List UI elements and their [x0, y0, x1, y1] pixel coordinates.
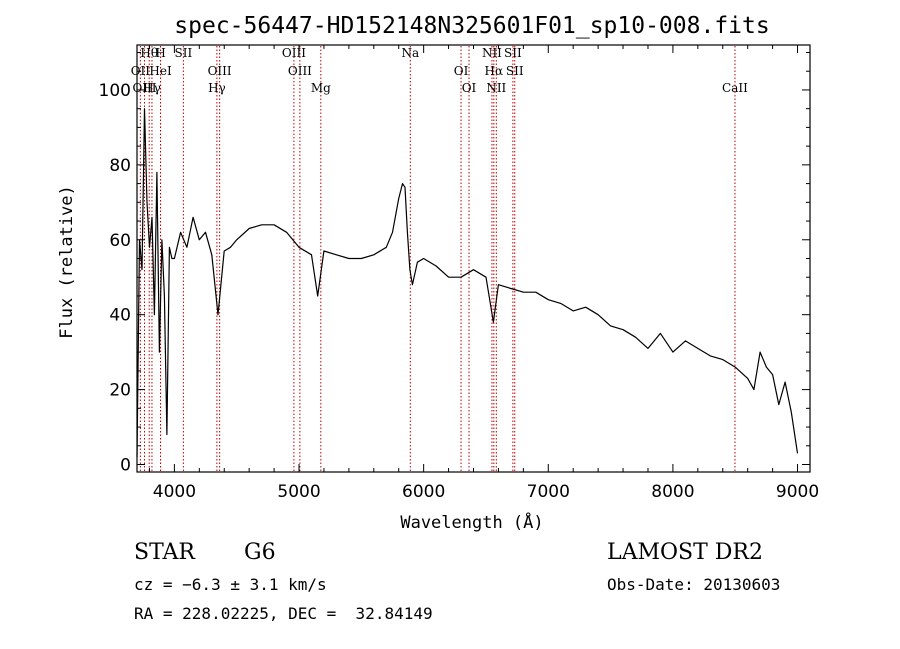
emission-line-label: Hθ	[140, 46, 158, 60]
x-tick-label: 4000	[153, 482, 196, 502]
x-tick-label: 5000	[277, 482, 320, 502]
y-tick-label: 0	[120, 456, 131, 476]
x-tick-label: 8000	[651, 482, 694, 502]
emission-line-label: NII	[482, 46, 502, 60]
emission-line-label: OIII	[208, 64, 232, 78]
emission-line-label: OIII	[132, 81, 156, 95]
y-tick-label: 80	[109, 156, 131, 176]
emission-line-label: SII	[506, 64, 524, 78]
emission-line-label: CaII	[722, 81, 748, 95]
object-class: STAR	[134, 540, 195, 565]
emission-line-label: HeI	[149, 64, 172, 78]
x-axis-label: Wavelength (Å)	[400, 511, 543, 533]
x-tick-label: 6000	[402, 482, 445, 502]
emission-line-label: Hγ	[143, 81, 161, 95]
flux-series-line	[136, 108, 799, 458]
y-axis-ticks: 0 20 40 60 80 100	[99, 51, 810, 476]
y-tick-label: 40	[109, 306, 131, 326]
emission-line-label: H	[155, 46, 165, 60]
emission-line-label: SII	[504, 46, 522, 60]
coordinates: RA = 228.02225, DEC = 32.84149	[134, 604, 433, 623]
emission-line-label: OI	[454, 64, 469, 78]
emission-line-label: SII	[175, 46, 193, 60]
data-release: LAMOST DR2	[607, 540, 763, 565]
emission-line-label: OI	[462, 81, 477, 95]
y-axis-label: Flux (relative)	[57, 185, 77, 339]
x-tick-label: 9000	[776, 482, 819, 502]
emission-line-label: NII	[486, 81, 506, 95]
x-axis-ticks: 4000 5000 6000 7000 8000 9000	[148, 45, 819, 502]
emission-line-label: OIII	[282, 46, 306, 60]
emission-line-labels: HθOIIOIIIHHeIHγSIIOIIIHγOIIIOIIIMgNaOIOI…	[131, 46, 748, 95]
y-tick-label: 20	[109, 381, 131, 401]
emission-line-label: Hα	[485, 64, 504, 78]
observation-date: Obs-Date: 20130603	[607, 575, 781, 594]
chart-title: spec-56447-HD152148N325601F01_sp10-008.f…	[174, 13, 769, 39]
redshift-velocity: cz = −6.3 ± 3.1 km/s	[134, 575, 327, 594]
y-tick-label: 60	[109, 231, 131, 251]
plot-frame	[136, 44, 811, 473]
emission-line-label: Hγ	[208, 81, 226, 95]
emission-line-label: Mg	[311, 81, 331, 95]
emission-line-label: Na	[401, 46, 419, 60]
emission-line-label: OIII	[288, 64, 312, 78]
y-tick-label: 100	[99, 81, 131, 101]
x-tick-label: 7000	[527, 482, 570, 502]
object-subclass: G6	[244, 540, 276, 565]
emission-line-markers	[139, 46, 736, 471]
